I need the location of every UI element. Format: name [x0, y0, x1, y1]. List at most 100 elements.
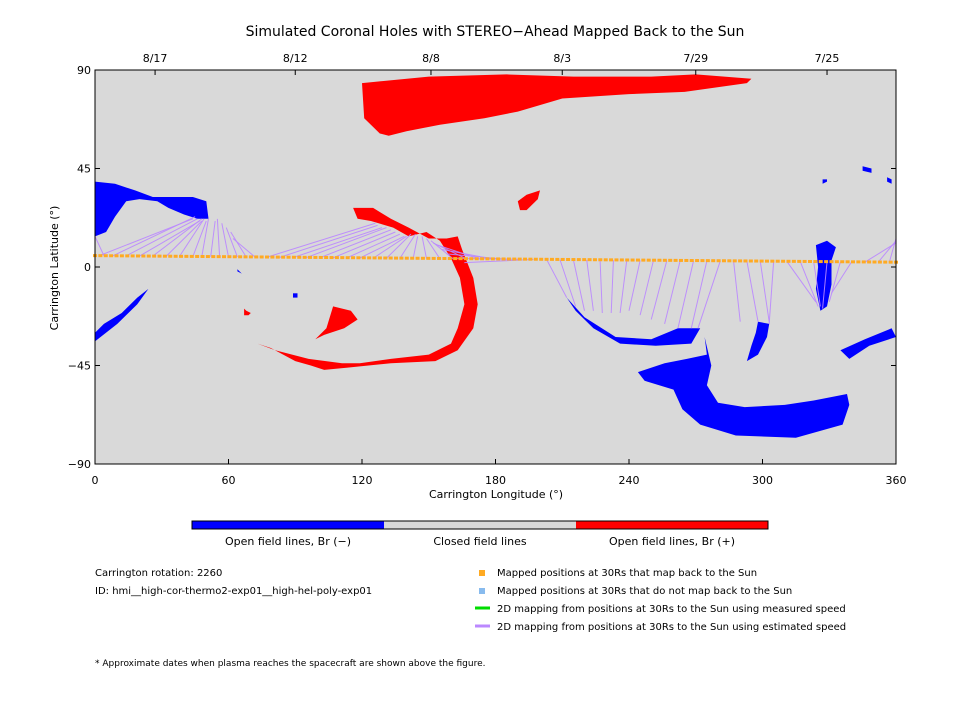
coronal-hole-negative — [862, 166, 872, 173]
mapped-point — [98, 254, 103, 258]
mapping-line — [372, 235, 407, 259]
y-axis-ticks: 90 45 0 −45 −90 — [68, 64, 896, 471]
mapped-point — [840, 260, 845, 264]
mapping-line — [650, 260, 668, 320]
mapped-point — [205, 255, 210, 259]
mapped-point — [125, 254, 130, 258]
mapping-line — [759, 261, 770, 322]
mapping-line — [690, 260, 708, 329]
mapped-point — [394, 256, 399, 260]
mapped-point — [136, 254, 141, 258]
colorbar-frame — [191, 520, 769, 530]
mapping-line — [210, 220, 216, 257]
mapped-point — [152, 254, 157, 258]
mapped-point — [189, 254, 194, 258]
mapped-point — [721, 259, 726, 263]
mapping-line — [139, 220, 200, 257]
top-date-label: 8/3 — [553, 52, 571, 65]
coronal-hole-negative — [95, 288, 149, 342]
mapped-point — [877, 260, 882, 264]
mapping-line — [799, 261, 819, 307]
mapped-point — [248, 255, 253, 259]
top-date-label: 8/12 — [283, 52, 308, 65]
coronal-hole-negative — [637, 337, 850, 438]
y-tick-label: −90 — [68, 458, 91, 471]
mapped-point — [254, 255, 259, 259]
mapping-line — [201, 218, 209, 257]
mapped-point — [114, 254, 119, 258]
top-date-label: 8/8 — [422, 52, 440, 65]
mapping-line — [399, 233, 416, 259]
colorbar-label-closed: Closed field lines — [433, 535, 527, 548]
mapping-line — [346, 233, 401, 259]
coronal-hole-negative — [293, 293, 298, 298]
mapping-line — [464, 259, 534, 264]
mapped-point — [641, 258, 646, 262]
mapped-point — [119, 254, 124, 258]
mapped-point — [700, 259, 705, 263]
mapped-point — [168, 254, 173, 258]
mapping-line — [813, 261, 821, 307]
mapped-point — [829, 260, 834, 264]
x-tick-label: 180 — [485, 474, 506, 487]
mapped-point — [635, 258, 640, 262]
mapping-line — [306, 227, 387, 259]
mapped-point — [195, 254, 200, 258]
mapped-point — [872, 260, 877, 264]
model-id: ID: hmi__high-cor-thermo2-exp01__high-he… — [95, 586, 372, 597]
mapping-line — [664, 260, 681, 325]
mapped-point — [415, 256, 420, 260]
mapping-line — [746, 261, 759, 322]
mapped-point — [797, 259, 802, 263]
mapped-point — [173, 254, 178, 258]
mapping-line — [125, 218, 198, 257]
legend-measured-label: 2D mapping from positions at 30Rs to the… — [497, 604, 846, 615]
colorbar — [191, 520, 769, 530]
mapped-point — [281, 255, 286, 259]
mapped-point — [743, 259, 748, 263]
mapped-point — [469, 257, 474, 261]
mapping-line — [112, 216, 196, 257]
mapped-point — [695, 259, 700, 263]
mapped-point — [157, 254, 162, 258]
mapped-point — [818, 260, 823, 264]
mapping-line — [586, 259, 594, 311]
mapped-point — [388, 256, 393, 260]
mapped-point — [705, 259, 710, 263]
mapped-point — [775, 259, 780, 263]
mapped-point — [329, 256, 334, 260]
mapped-point — [377, 256, 382, 260]
mapping-line — [619, 260, 628, 314]
mapped-point — [571, 258, 576, 262]
mapped-point — [297, 255, 302, 259]
mapped-point — [130, 254, 135, 258]
mapping-line — [822, 261, 828, 309]
mapped-point — [673, 258, 678, 262]
mapped-point — [361, 256, 366, 260]
legend: Mapped positions at 30Rs that map back t… — [475, 568, 846, 633]
mapped-point — [764, 259, 769, 263]
legend-estimated-label: 2D mapping from positions at 30Rs to the… — [497, 622, 846, 633]
mapped-point — [211, 255, 216, 259]
mapping-line — [230, 231, 247, 258]
mapping-line — [332, 231, 396, 259]
mapping-line — [828, 261, 841, 303]
mapping-line — [192, 220, 207, 257]
coronal-hole-negative — [822, 179, 827, 184]
mapping-line — [279, 224, 378, 258]
mapped-point — [867, 260, 872, 264]
mapped-point — [463, 257, 468, 261]
mapped-point — [652, 258, 657, 262]
mapping-line — [831, 261, 852, 294]
mapping-line — [697, 260, 721, 329]
mapped-point — [582, 258, 587, 262]
mapped-point — [824, 260, 829, 264]
mapping-line — [437, 244, 481, 260]
mapping-line — [232, 238, 256, 258]
mapped-point — [657, 258, 662, 262]
mapped-point — [453, 257, 458, 261]
mapped-point — [447, 257, 452, 261]
mapped-point — [625, 258, 630, 262]
mapping-line — [359, 235, 405, 259]
